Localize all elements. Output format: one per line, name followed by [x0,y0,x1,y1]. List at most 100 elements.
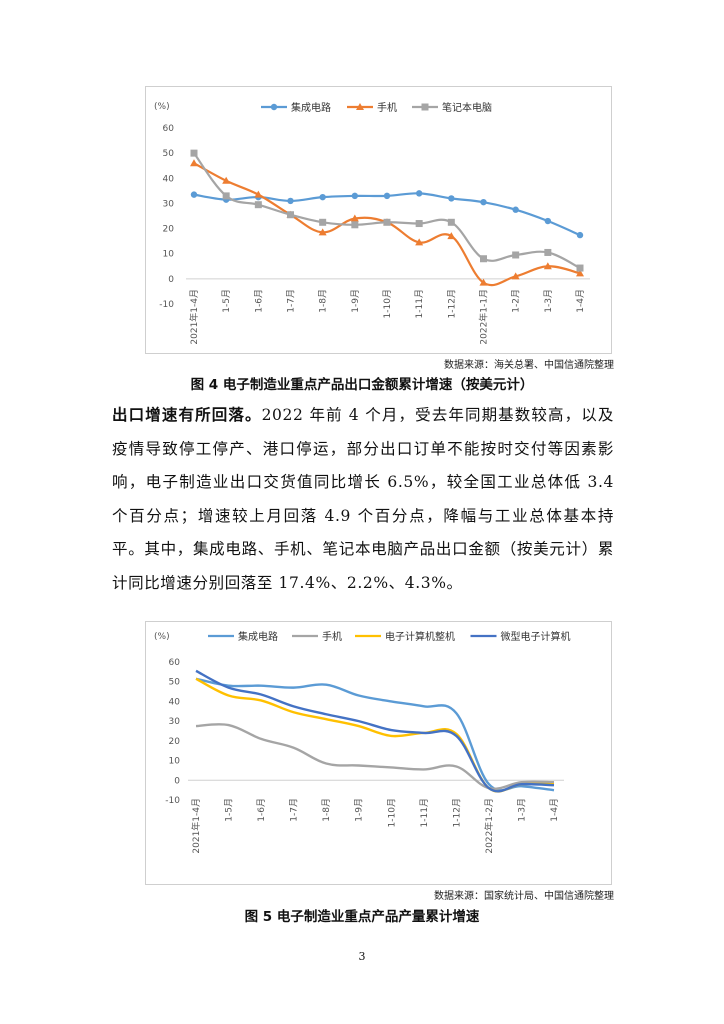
x-tick-label: 1-6月 [253,289,264,313]
data-point [254,190,263,198]
source-note: 数据来源：海关总署、中国信通院整理 [444,360,614,371]
x-tick-label: 1-9月 [350,289,361,313]
x-tick-label: 1-12月 [451,798,462,827]
x-tick-label: 1-7月 [289,798,300,822]
x-tick-label: 1-8月 [318,289,329,313]
x-tick-label: 1-5月 [221,289,232,313]
y-tick-label: 60 [163,124,175,134]
data-point [512,251,520,259]
data-point [287,197,294,205]
x-tick-label: 1-2月 [511,289,522,313]
data-point [544,217,552,225]
series-line [195,677,555,792]
y-tick-label: 0 [168,275,174,285]
paragraph-lead: 出口增速有所回落。 [112,405,262,424]
data-point [190,191,198,198]
x-tick-label: 1-9月 [354,798,365,822]
chart-export-growth-svg: (%) -10 0 10 20 30 40 50 60 2021年1-4月 1-5月 1-6月 1-7月… [154,101,590,345]
data-point [511,272,520,280]
legend-item: 集成电路 [208,630,278,643]
data-point [190,149,198,157]
x-tick-label: 2021年1-4月 [190,798,202,854]
y-tick-label: 0 [174,776,180,786]
y-tick-label: 30 [169,717,181,727]
series-line [193,192,581,237]
y-unit-label: (%) [154,632,170,642]
series-line [195,723,555,790]
legend-item: 笔记本电脑 [412,101,492,114]
data-point [415,190,423,197]
legend-label: 集成电路 [291,101,331,114]
y-tick-label: 10 [169,757,181,767]
y-tick-label: 40 [163,174,175,184]
x-tick-label: 1-11月 [419,798,430,827]
legend-item: 微型电子计算机 [470,630,571,643]
x-tick-label: 1-8月 [321,798,332,822]
page-number: 3 [358,950,366,963]
chart-export-growth: (%) -10 0 10 20 30 40 50 60 2021年1-4月 1-5月 1-6月 1-7月… [145,86,612,354]
y-tick-label: 50 [169,678,181,688]
data-point [270,103,278,111]
y-tick-label: 50 [163,149,175,159]
data-point [318,228,327,236]
y-tick-label: 40 [169,697,181,707]
data-point [576,264,584,272]
data-point [287,211,294,219]
legend-item: 手机 [347,101,397,114]
data-point [447,218,455,226]
x-tick-label: 1-6月 [256,798,267,822]
y-tick-label: 10 [163,250,175,260]
data-point [512,206,519,213]
data-point [480,198,487,206]
legend-item: 手机 [292,630,342,643]
legend-label: 手机 [377,101,397,114]
data-point [383,218,391,226]
paragraph-text: 2022 年前 4 个月，受去年同期基数较高，以及疫情导致停工停产、港口停运，部… [112,406,614,592]
data-point [421,103,429,111]
x-tick-label: 1-3月 [543,289,554,313]
data-point [350,214,359,222]
data-point [351,221,359,229]
legend-label: 电子计算机整机 [385,630,455,643]
x-tick-label: 2022年1-2月 [483,798,495,854]
y-unit-label: (%) [154,102,170,112]
data-point [222,176,231,184]
data-point [415,220,423,228]
x-tick-label: 1-10月 [382,289,393,318]
data-point [448,195,455,202]
data-point [190,159,198,167]
data-point [222,192,230,200]
body-paragraph: 出口增速有所回落。2022 年前 4 个月，受去年同期基数较高，以及疫情导致停工… [112,398,614,600]
data-point [254,201,262,209]
data-point [447,232,456,240]
y-tick-label: -10 [165,796,180,806]
figure-caption: 图 4 电子制造业重点产品出口金额累计增速（按美元计） [190,377,534,393]
legend-label: 微型电子计算机 [501,630,571,643]
data-point [351,192,359,200]
legend-item: 电子计算机整机 [355,630,455,643]
data-point [356,103,364,110]
data-point [319,193,326,201]
y-tick-label: -10 [159,300,174,310]
y-tick-label: 60 [169,658,181,668]
chart-output-growth: (%) -10 0 10 20 30 40 50 60 2021年1-4月 1-5月 1-6月 1-7月… [145,621,612,885]
data-point [576,231,584,239]
x-tick-label: 1-10月 [386,798,397,827]
chart-output-growth-svg: (%) -10 0 10 20 30 40 50 60 2021年1-4月 1-5月 1-6月 1-7月… [154,630,571,854]
data-point [415,238,424,246]
x-tick-label: 2021年1-4月 [188,289,200,345]
figure-caption: 图 5 电子制造业重点产品产量累计增速 [244,909,480,925]
series-line [195,669,555,793]
source-note: 数据来源：国家统计局、中国信通院整理 [434,891,614,902]
data-point [383,192,391,200]
x-tick-label: 1-12月 [446,289,457,318]
y-tick-label: 20 [169,737,181,747]
y-tick-label: 20 [163,225,175,235]
legend-label: 笔记本电脑 [442,101,492,114]
data-point [544,248,552,256]
x-tick-label: 1-3月 [516,798,527,822]
x-tick-label: 1-7月 [286,289,297,313]
legend-label: 集成电路 [238,630,278,643]
legend-item: 集成电路 [261,101,331,114]
data-point [319,218,327,226]
